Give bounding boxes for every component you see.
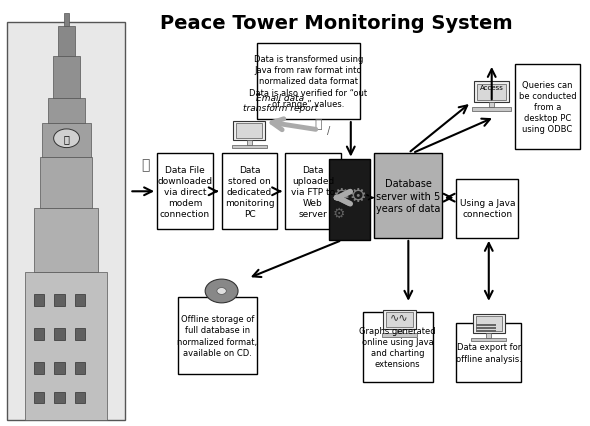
FancyBboxPatch shape (329, 160, 370, 241)
Text: Data export for
offline analysis.: Data export for offline analysis. (456, 343, 522, 363)
Text: Peace Tower Monitoring System: Peace Tower Monitoring System (160, 14, 513, 33)
FancyBboxPatch shape (58, 27, 76, 56)
FancyBboxPatch shape (285, 154, 341, 230)
Text: 🕐: 🕐 (64, 134, 70, 144)
FancyBboxPatch shape (476, 317, 502, 331)
FancyBboxPatch shape (374, 154, 442, 239)
Text: Data
stored on
dedicated
monitoring
PC: Data stored on dedicated monitoring PC (225, 165, 274, 219)
FancyBboxPatch shape (233, 122, 266, 141)
FancyBboxPatch shape (54, 391, 65, 403)
FancyBboxPatch shape (75, 362, 86, 374)
Text: Email data
transform report: Email data transform report (243, 93, 318, 112)
FancyBboxPatch shape (476, 327, 496, 329)
FancyBboxPatch shape (54, 294, 65, 306)
FancyBboxPatch shape (34, 328, 44, 340)
Text: Database
server with 5
years of data: Database server with 5 years of data (376, 179, 440, 213)
FancyBboxPatch shape (42, 124, 91, 158)
FancyBboxPatch shape (457, 179, 518, 239)
FancyBboxPatch shape (75, 391, 86, 403)
Circle shape (54, 130, 80, 148)
FancyBboxPatch shape (178, 298, 257, 374)
FancyBboxPatch shape (476, 330, 496, 332)
FancyBboxPatch shape (476, 324, 496, 326)
FancyBboxPatch shape (75, 294, 86, 306)
FancyBboxPatch shape (232, 145, 267, 149)
Circle shape (205, 279, 238, 303)
Text: Data
uploaded
via FTP to
Web
server: Data uploaded via FTP to Web server (291, 165, 335, 219)
FancyBboxPatch shape (489, 103, 494, 108)
FancyBboxPatch shape (53, 56, 80, 99)
FancyBboxPatch shape (386, 312, 413, 327)
Text: ∿∿: ∿∿ (390, 312, 409, 322)
FancyBboxPatch shape (54, 328, 65, 340)
FancyBboxPatch shape (64, 14, 69, 27)
FancyBboxPatch shape (7, 23, 124, 420)
FancyBboxPatch shape (236, 124, 263, 139)
FancyBboxPatch shape (477, 84, 506, 101)
FancyBboxPatch shape (382, 334, 417, 337)
Text: 📡: 📡 (141, 157, 149, 171)
Text: Queries can
be conducted
from a
desktop PC
using ODBC: Queries can be conducted from a desktop … (519, 81, 576, 134)
Text: ⚙: ⚙ (333, 206, 345, 220)
FancyBboxPatch shape (40, 158, 93, 209)
Text: Data is transformed using
Java from raw format into
normalized data format
Data : Data is transformed using Java from raw … (249, 55, 367, 109)
FancyBboxPatch shape (457, 323, 521, 382)
Text: Data File
downloaded
via direct
modem
connection: Data File downloaded via direct modem co… (158, 165, 212, 219)
FancyBboxPatch shape (157, 154, 213, 230)
FancyBboxPatch shape (473, 108, 511, 111)
Circle shape (217, 288, 227, 295)
Text: Graphs generated
online using Java
and charting
extensions: Graphs generated online using Java and c… (359, 326, 436, 368)
FancyBboxPatch shape (34, 209, 99, 272)
FancyBboxPatch shape (25, 272, 107, 420)
Text: Offline storage of
full database in
normalized format,
available on CD.: Offline storage of full database in norm… (177, 315, 257, 357)
FancyBboxPatch shape (34, 294, 44, 306)
FancyBboxPatch shape (486, 334, 491, 338)
FancyBboxPatch shape (384, 311, 416, 329)
FancyBboxPatch shape (48, 99, 85, 124)
FancyBboxPatch shape (54, 362, 65, 374)
Text: Using a Java
connection: Using a Java connection (460, 199, 515, 219)
FancyBboxPatch shape (34, 391, 44, 403)
FancyBboxPatch shape (75, 328, 86, 340)
FancyBboxPatch shape (257, 44, 359, 120)
FancyBboxPatch shape (397, 329, 402, 334)
FancyBboxPatch shape (473, 314, 505, 334)
Text: Access: Access (480, 85, 504, 91)
Text: ⚙⚙: ⚙⚙ (332, 187, 367, 206)
FancyBboxPatch shape (34, 362, 44, 374)
FancyBboxPatch shape (222, 154, 277, 230)
FancyBboxPatch shape (474, 82, 510, 103)
FancyBboxPatch shape (471, 338, 506, 341)
FancyBboxPatch shape (515, 65, 580, 150)
Text: /: / (327, 126, 330, 135)
Text: 📄: 📄 (314, 118, 322, 131)
FancyBboxPatch shape (247, 141, 251, 145)
FancyBboxPatch shape (362, 312, 433, 382)
